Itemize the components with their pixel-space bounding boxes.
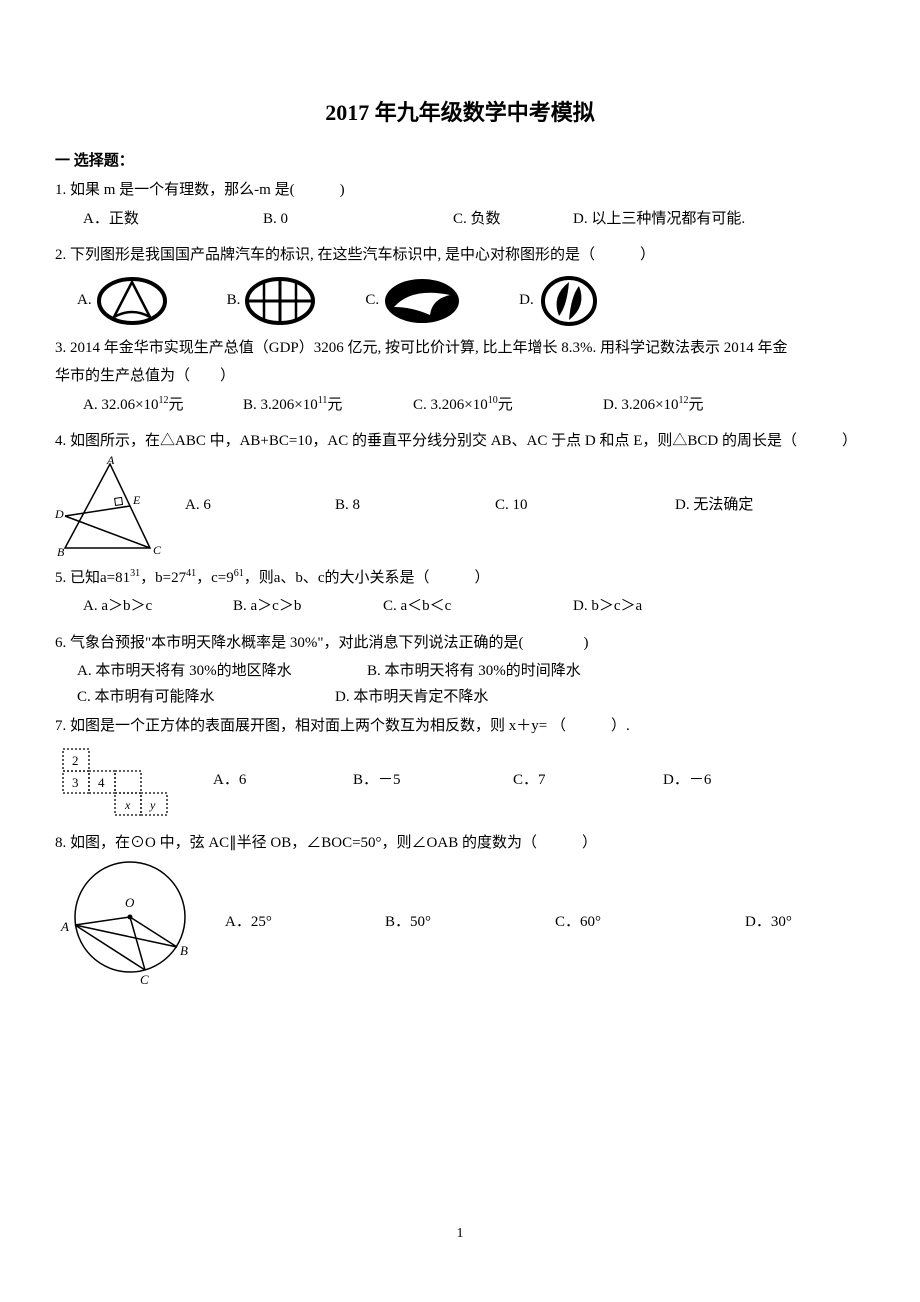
q4-option-a: A. 6: [185, 491, 335, 520]
car-logo-b-icon: [240, 276, 320, 326]
q4-option-c: C. 10: [495, 491, 675, 520]
q6-option-c: C. 本市明有可能降水: [77, 686, 335, 709]
q3-option-a: A. 32.06×1012元: [83, 391, 243, 420]
question-6: 6. 气象台预报"本市明天降水概率是 30%"，对此消息下列说法正确的是( ) …: [55, 629, 865, 709]
q2-c-label: C.: [365, 286, 379, 315]
q1-option-b: B. 0: [263, 205, 453, 234]
q2-d-label: D.: [519, 286, 534, 315]
q5-options: A. a＞b＞c B. a＞c＞b C. a＜b＜c D. b＞c＞a: [55, 592, 865, 621]
q1-options: A．正数 B. 0 C. 负数 D. 以上三种情况都有可能.: [55, 205, 865, 234]
car-logo-c-icon: [379, 276, 464, 326]
q2-a-label: A.: [77, 286, 92, 315]
q2-option-c: C.: [365, 276, 464, 326]
q4-figure-triangle-icon: A E D B C: [55, 456, 165, 556]
q8-text: 8. 如图，在⊙O 中，弦 AC∥半径 OB，∠BOC=50°，则∠OAB 的度…: [55, 829, 865, 858]
q2-option-d: D.: [519, 276, 604, 326]
section-1-header: 一 选择题：: [55, 149, 865, 170]
svg-text:C: C: [153, 543, 162, 556]
q3-text-line2: 华市的生产总值为（ ）: [55, 362, 865, 391]
q5-option-c: C. a＜b＜c: [383, 592, 573, 621]
q6-option-a: A. 本市明天将有 30%的地区降水: [77, 657, 367, 686]
q4-option-b: B. 8: [335, 491, 495, 520]
svg-text:B: B: [180, 943, 188, 958]
q7-figure-cube-net-icon: 2 3 4 x y: [55, 741, 173, 821]
q8-row: O A B C A．25° B．50° C．60° D．30°: [55, 857, 865, 987]
svg-text:x: x: [124, 798, 131, 812]
svg-text:O: O: [125, 895, 135, 910]
question-5: 5. 已知a=8131，b=2741，c=961，则a、b、c的大小关系是（ ）…: [55, 564, 865, 621]
q2-text: 2. 下列图形是我国国产品牌汽车的标识, 在这些汽车标识中, 是中心对称图形的是…: [55, 241, 865, 270]
q4-text: 4. 如图所示，在△ABC 中，AB+BC=10，AC 的垂直平分线分别交 AB…: [55, 427, 865, 456]
q5-option-b: B. a＞c＞b: [233, 592, 383, 621]
q1-option-a: A．正数: [83, 205, 263, 234]
question-7: 7. 如图是一个正方体的表面展开图，相对面上两个数互为相反数，则 x＋y= （ …: [55, 712, 865, 821]
q5-option-a: A. a＞b＞c: [83, 592, 233, 621]
question-8: 8. 如图，在⊙O 中，弦 AC∥半径 OB，∠BOC=50°，则∠OAB 的度…: [55, 829, 865, 988]
svg-text:A: A: [60, 919, 69, 934]
svg-text:2: 2: [72, 753, 79, 768]
q6-options-row2: C. 本市明有可能降水 D. 本市明天肯定不降水: [55, 686, 865, 709]
q4-row: A E D B C A. 6 B. 8 C. 10 D. 无法确定: [55, 456, 865, 556]
q5-option-d: D. b＞c＞a: [573, 592, 642, 621]
q2-options: A. B. C.: [55, 276, 865, 326]
q3-option-c: C. 3.206×1010元: [413, 391, 603, 420]
q3-option-b: B. 3.206×1011元: [243, 391, 413, 420]
car-logo-d-icon: [534, 276, 604, 326]
q2-option-a: A.: [77, 276, 172, 326]
svg-text:E: E: [132, 493, 141, 507]
q7-option-d: D．－6: [663, 766, 711, 795]
car-logo-a-icon: [92, 276, 172, 326]
question-3: 3. 2014 年金华市实现生产总值（GDP）3206 亿元, 按可比价计算, …: [55, 334, 865, 420]
page-number: 1: [0, 1226, 920, 1242]
q8-option-c: C．60°: [555, 908, 745, 937]
q2-option-b: B.: [227, 276, 321, 326]
q8-figure-circle-icon: O A B C: [55, 857, 205, 987]
q1-option-d: D. 以上三种情况都有可能.: [573, 205, 745, 234]
q6-option-b: B. 本市明天将有 30%的时间降水: [367, 657, 581, 686]
svg-text:D: D: [55, 507, 64, 521]
q8-option-a: A．25°: [225, 908, 385, 937]
exam-title: 2017 年九年级数学中考模拟: [55, 95, 865, 127]
q1-text: 1. 如果 m 是一个有理数，那么-m 是( ): [55, 176, 865, 205]
q3-option-d: D. 3.206×1012元: [603, 391, 704, 420]
q7-option-b: B．－5: [353, 766, 513, 795]
q4-option-d: D. 无法确定: [675, 491, 753, 520]
question-2: 2. 下列图形是我国国产品牌汽车的标识, 在这些汽车标识中, 是中心对称图形的是…: [55, 241, 865, 326]
svg-text:B: B: [57, 545, 65, 556]
q3-options: A. 32.06×1012元 B. 3.206×1011元 C. 3.206×1…: [55, 391, 865, 420]
svg-text:A: A: [106, 456, 115, 467]
q1-option-c: C. 负数: [453, 205, 573, 234]
q8-option-d: D．30°: [745, 908, 792, 937]
q6-text: 6. 气象台预报"本市明天降水概率是 30%"，对此消息下列说法正确的是( ): [55, 629, 865, 658]
q2-b-label: B.: [227, 286, 241, 315]
svg-text:3: 3: [72, 775, 79, 790]
svg-text:C: C: [140, 972, 149, 987]
q7-row: 2 3 4 x y A．6 B．－5 C．7 D．－6: [55, 741, 865, 821]
q8-option-b: B．50°: [385, 908, 555, 937]
q6-option-d: D. 本市明天肯定不降水: [335, 686, 488, 709]
svg-text:4: 4: [98, 775, 105, 790]
q7-text: 7. 如图是一个正方体的表面展开图，相对面上两个数互为相反数，则 x＋y= （ …: [55, 712, 865, 741]
q3-text-line1: 3. 2014 年金华市实现生产总值（GDP）3206 亿元, 按可比价计算, …: [55, 334, 865, 363]
q7-option-c: C．7: [513, 766, 663, 795]
question-1: 1. 如果 m 是一个有理数，那么-m 是( ) A．正数 B. 0 C. 负数…: [55, 176, 865, 233]
svg-text:y: y: [149, 798, 156, 812]
q5-text: 5. 已知a=8131，b=2741，c=961，则a、b、c的大小关系是（ ）: [55, 564, 865, 593]
question-4: 4. 如图所示，在△ABC 中，AB+BC=10，AC 的垂直平分线分别交 AB…: [55, 427, 865, 556]
q6-options-row1: A. 本市明天将有 30%的地区降水 B. 本市明天将有 30%的时间降水: [55, 657, 865, 686]
q7-option-a: A．6: [213, 766, 353, 795]
